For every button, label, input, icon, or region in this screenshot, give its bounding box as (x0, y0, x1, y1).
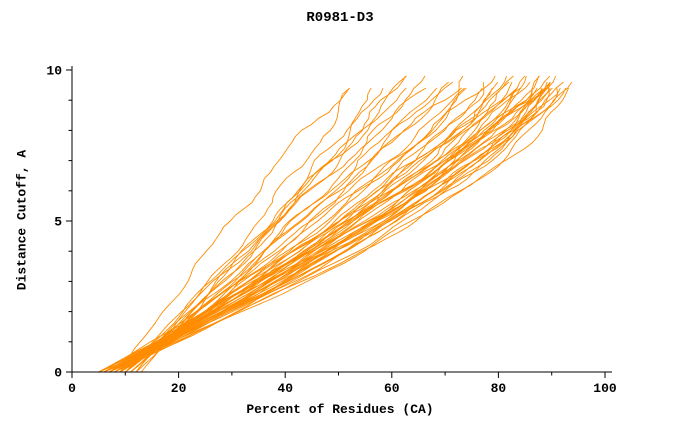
curve (125, 81, 454, 373)
x-tick-label: 80 (491, 381, 507, 396)
chart-title: R0981-D3 (306, 10, 374, 26)
curve (114, 87, 553, 373)
curve (135, 87, 438, 373)
curve (119, 82, 485, 373)
curve (103, 75, 557, 373)
curve (119, 75, 514, 373)
x-tick-label: 40 (277, 381, 293, 396)
curve (109, 87, 546, 373)
curve (119, 87, 427, 373)
curve (119, 75, 464, 373)
x-tick-label: 20 (171, 381, 187, 396)
curve (130, 87, 372, 373)
curve (130, 75, 426, 373)
x-axis-title: Percent of Residues (CA) (246, 402, 434, 417)
x-tick-label: 100 (593, 381, 617, 396)
x-tick-label: 60 (384, 381, 400, 396)
curve (140, 87, 384, 373)
curve (103, 75, 527, 373)
y-tick-label: 0 (54, 366, 62, 381)
y-axis-ticks: 0 5 10 (46, 64, 72, 381)
y-tick-label: 10 (46, 64, 62, 79)
curve (125, 87, 465, 373)
x-tick-label: 0 (68, 381, 76, 396)
y-tick-label: 5 (54, 215, 62, 230)
x-axis-ticks: 0 20 40 60 80 100 (68, 372, 617, 396)
curve (109, 81, 564, 373)
curve (135, 87, 350, 373)
curve (119, 87, 350, 373)
curves-group (98, 75, 573, 373)
curve (114, 87, 483, 373)
curve (130, 81, 449, 373)
curve (98, 75, 551, 373)
